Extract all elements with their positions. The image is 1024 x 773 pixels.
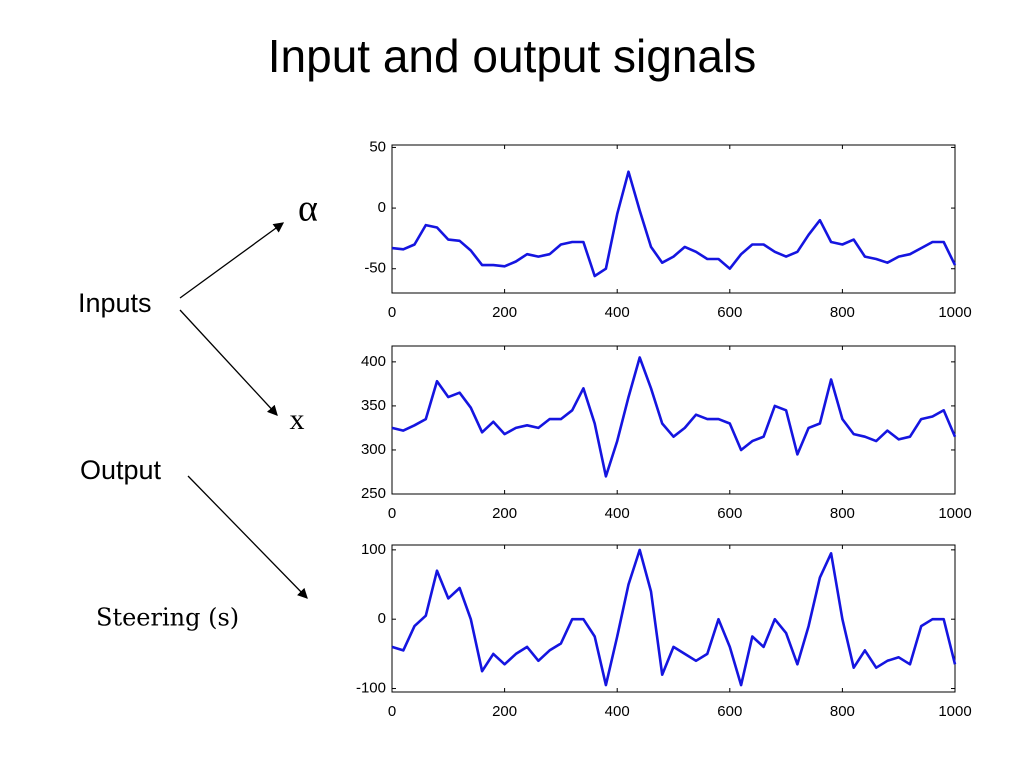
plot-frame [391,144,956,294]
x-tick-label: 600 [717,703,742,720]
alpha-label: α [298,188,318,230]
arrow [187,475,308,599]
x-tick-label: 200 [492,505,517,522]
x-tick-label: 0 [388,505,396,522]
signal-line [391,548,957,687]
y-tick-label: 0 [378,610,386,627]
y-tick-label: -100 [356,680,386,697]
x-tick-label: 200 [492,304,517,321]
x-tick-label: 800 [830,304,855,321]
x-tick-label: 800 [830,505,855,522]
x-tick-label: 600 [717,304,742,321]
x-tick-label: 0 [388,304,396,321]
x-tick-label: 0 [388,703,396,720]
x-tick-label: 1000 [938,505,971,522]
signal-line [391,170,957,278]
y-tick-label: 50 [369,138,386,155]
x-tick-label: 800 [830,703,855,720]
slide-title: Input and output signals [268,30,756,82]
inputs-label: Inputs [78,288,152,318]
y-tick-label: 0 [378,199,386,216]
signal-line [391,356,957,478]
y-tick-label: 250 [361,485,386,502]
plot-frame [391,544,956,693]
arrow [179,309,278,416]
output-label: Output [80,455,162,485]
y-tick-label: 300 [361,441,386,458]
x-tick-label: 400 [605,505,630,522]
x-tick-label: 1000 [938,703,971,720]
x-tick-label: 200 [492,703,517,720]
y-tick-label: 400 [361,353,386,370]
y-tick-label: 100 [361,541,386,558]
steering-label: Steering (s) [96,604,239,632]
x-tick-label: 400 [605,703,630,720]
x-tick-label: 600 [717,505,742,522]
plot-frame [391,345,956,495]
arrow [179,222,285,299]
x-tick-label: 400 [605,304,630,321]
y-tick-label: 350 [361,397,386,414]
x-label: x [290,403,305,436]
y-tick-label: -50 [364,260,386,277]
x-tick-label: 1000 [938,304,971,321]
